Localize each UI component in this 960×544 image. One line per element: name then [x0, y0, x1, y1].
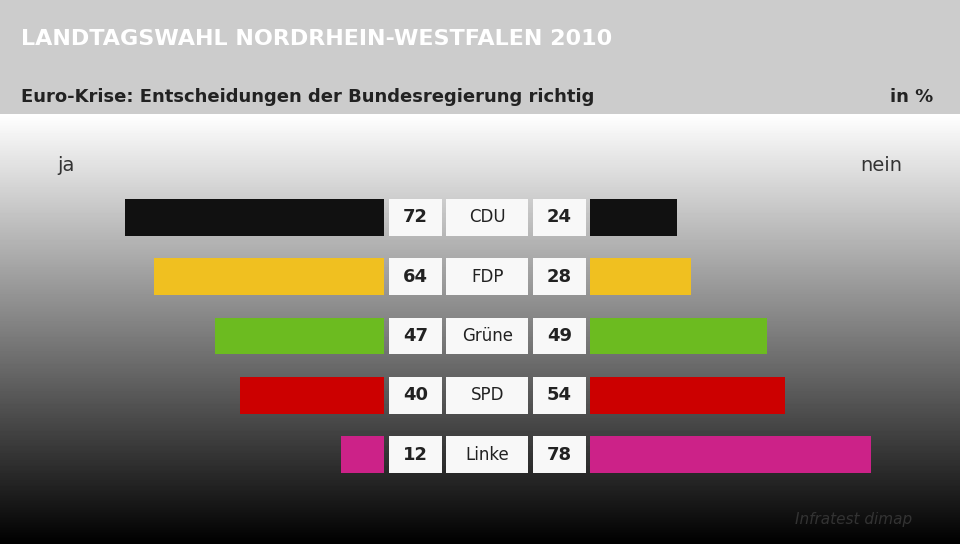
FancyBboxPatch shape: [389, 377, 442, 413]
FancyBboxPatch shape: [446, 377, 528, 413]
Text: CDU: CDU: [468, 208, 506, 226]
FancyBboxPatch shape: [533, 377, 586, 413]
FancyBboxPatch shape: [590, 318, 767, 354]
Text: 64: 64: [402, 268, 428, 286]
FancyBboxPatch shape: [215, 318, 384, 354]
FancyBboxPatch shape: [341, 436, 384, 473]
FancyBboxPatch shape: [389, 318, 442, 354]
Text: LANDTAGSWAHL NORDRHEIN-WESTFALEN 2010: LANDTAGSWAHL NORDRHEIN-WESTFALEN 2010: [21, 29, 612, 50]
FancyBboxPatch shape: [533, 199, 586, 236]
FancyBboxPatch shape: [446, 436, 528, 473]
Text: 12: 12: [402, 446, 428, 463]
FancyBboxPatch shape: [590, 436, 872, 473]
FancyBboxPatch shape: [590, 258, 691, 295]
Text: 24: 24: [546, 208, 572, 226]
Text: SPD: SPD: [470, 386, 504, 404]
FancyBboxPatch shape: [125, 199, 384, 236]
FancyBboxPatch shape: [389, 199, 442, 236]
Text: FDP: FDP: [471, 268, 503, 286]
Text: 28: 28: [546, 268, 572, 286]
FancyBboxPatch shape: [389, 436, 442, 473]
FancyBboxPatch shape: [533, 436, 586, 473]
FancyBboxPatch shape: [533, 258, 586, 295]
Text: nein: nein: [860, 156, 902, 175]
Text: in %: in %: [890, 88, 933, 106]
FancyBboxPatch shape: [533, 318, 586, 354]
Text: Infratest dimap: Infratest dimap: [795, 512, 912, 527]
FancyBboxPatch shape: [446, 258, 528, 295]
Text: 72: 72: [402, 208, 428, 226]
Text: 54: 54: [546, 386, 572, 404]
FancyBboxPatch shape: [446, 318, 528, 354]
Text: 49: 49: [546, 327, 572, 345]
Text: Linke: Linke: [466, 446, 509, 463]
FancyBboxPatch shape: [590, 199, 677, 236]
Text: Euro-Krise: Entscheidungen der Bundesregierung richtig: Euro-Krise: Entscheidungen der Bundesreg…: [21, 88, 594, 106]
Text: Grüne: Grüne: [462, 327, 513, 345]
Text: 40: 40: [402, 386, 428, 404]
FancyBboxPatch shape: [154, 258, 384, 295]
Text: ja: ja: [58, 156, 75, 175]
FancyBboxPatch shape: [590, 377, 785, 413]
FancyBboxPatch shape: [446, 199, 528, 236]
Text: 47: 47: [402, 327, 428, 345]
Text: 78: 78: [546, 446, 572, 463]
FancyBboxPatch shape: [389, 258, 442, 295]
FancyBboxPatch shape: [240, 377, 384, 413]
